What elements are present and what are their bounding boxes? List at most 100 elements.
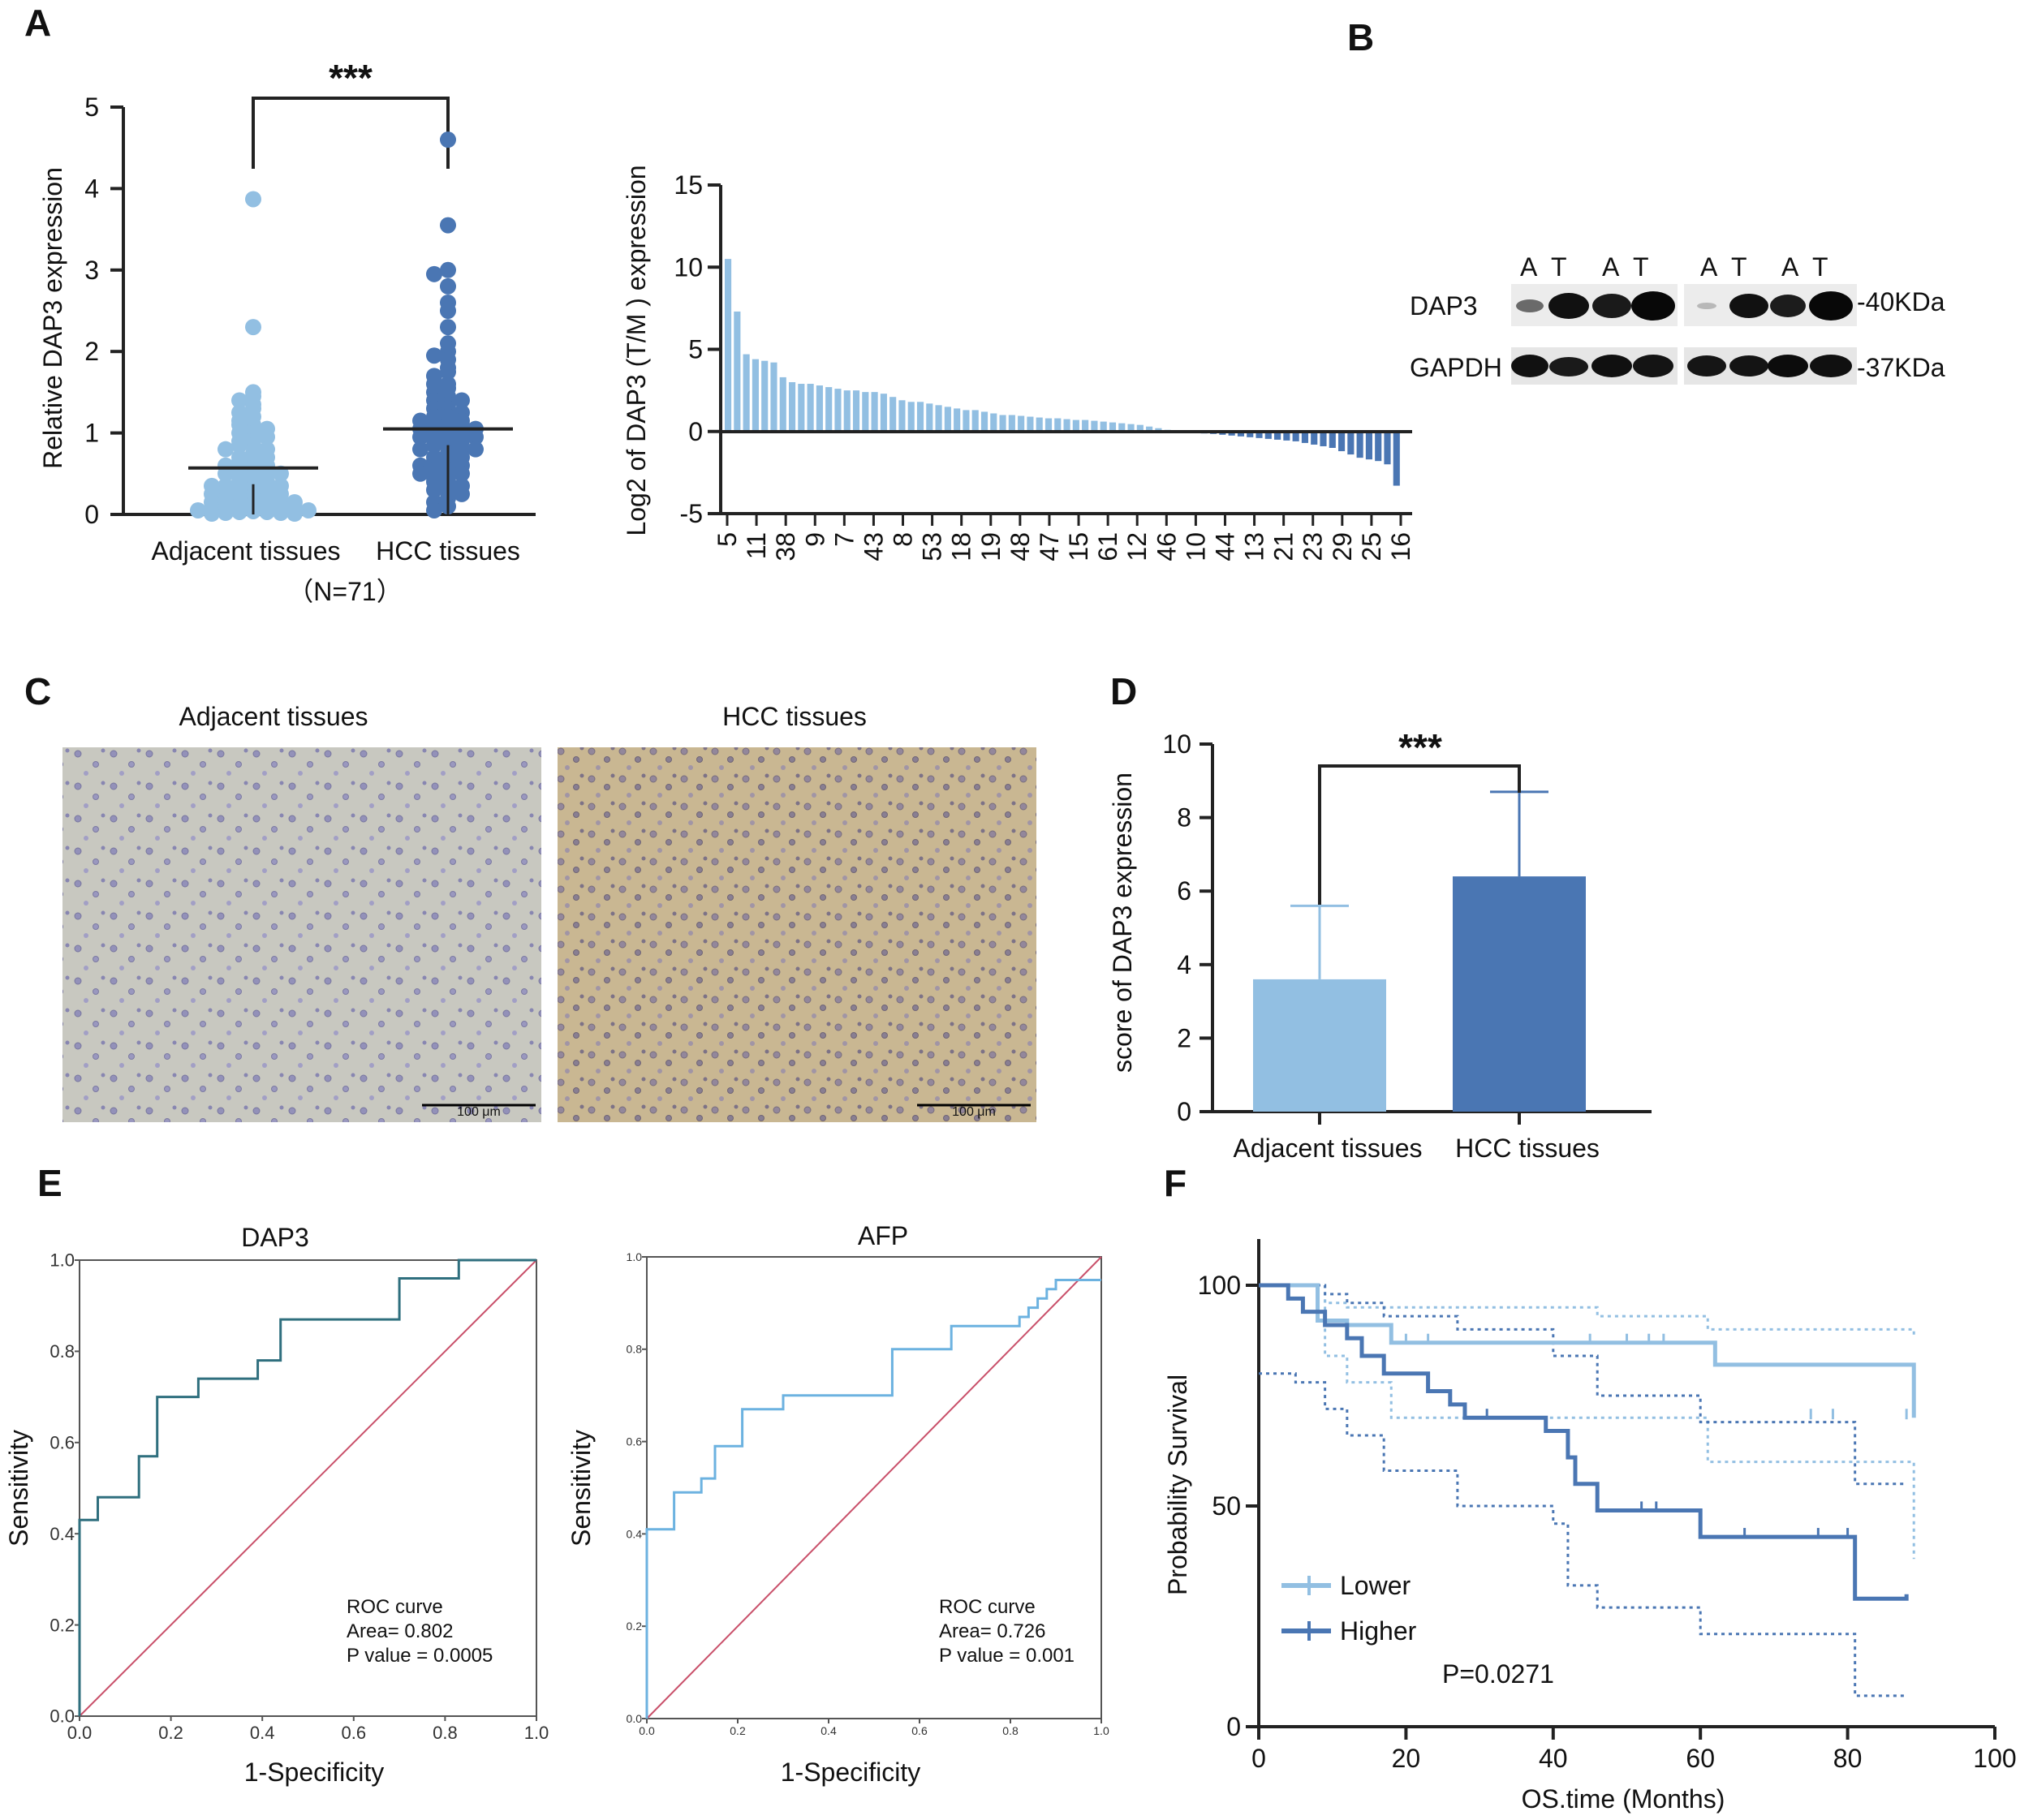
x-tick-label: 53 — [918, 532, 947, 561]
data-point — [440, 131, 456, 148]
waterfall-bar — [1082, 420, 1089, 432]
bar-category-hcc: HCC tissues — [1455, 1134, 1600, 1163]
x-tick-label: 15 — [1064, 532, 1093, 561]
data-point — [259, 503, 275, 520]
x-tick-label: 25 — [1357, 532, 1386, 561]
x-tick-label: 23 — [1299, 532, 1328, 561]
y-tick-label: 0.0 — [627, 1712, 643, 1725]
waterfall-bar — [1274, 431, 1281, 440]
y-tick-label: 0.8 — [627, 1343, 643, 1356]
waterfall-bar — [1146, 426, 1153, 432]
x-tick-label: 0.4 — [820, 1724, 837, 1737]
x-tick-label: 18 — [947, 532, 976, 561]
y-tick-label: 50 — [1212, 1491, 1241, 1521]
scatter-n-label: （N=71） — [287, 577, 402, 606]
ihc-images: Adjacent tissues HCC tissues 100 μm 100 … — [62, 702, 1036, 1122]
blot-lane-label: T — [1551, 252, 1567, 282]
data-point — [204, 505, 220, 522]
data-point — [412, 428, 429, 445]
y-tick-label: 0 — [1226, 1712, 1241, 1741]
waterfall-bar — [1247, 431, 1254, 437]
scatter-category-hcc: HCC tissues — [376, 536, 520, 566]
waterfall-bar — [1384, 431, 1391, 465]
x-tick-label: 0.8 — [1002, 1724, 1019, 1737]
blot-size-37kda: -37KDa — [1857, 353, 1945, 382]
roc-y-label-dap3: Sensitivity — [4, 1430, 33, 1547]
waterfall-bar — [1283, 431, 1290, 441]
x-tick-label: 0.0 — [639, 1724, 655, 1737]
km-curve — [1259, 1283, 1909, 1601]
waterfall-bar — [1356, 431, 1363, 458]
y-tick-label: 5 — [84, 93, 99, 122]
x-tick-label: 0.2 — [730, 1724, 746, 1737]
blot-band — [1631, 291, 1675, 321]
panel-label-b: B — [1347, 16, 1374, 58]
km-ci-upper — [1259, 1284, 1907, 1486]
blot-band — [1516, 299, 1544, 312]
waterfall-bar — [1063, 419, 1070, 432]
waterfall-bar — [990, 413, 997, 432]
blot-band — [1549, 357, 1588, 376]
waterfall-bar — [1228, 431, 1235, 436]
scatter-category-adjacent: Adjacent tissues — [151, 536, 340, 566]
roc-annotation-line: P value = 0.001 — [939, 1645, 1075, 1667]
roc-annotation-line: Area= 0.726 — [939, 1620, 1045, 1642]
data-point — [286, 505, 303, 522]
waterfall-bar — [1347, 431, 1355, 455]
roc-diagonal — [79, 1259, 537, 1717]
waterfall-bar — [1292, 431, 1299, 441]
waterfall-bar — [926, 403, 933, 432]
scatter-y-label: Relative DAP3 expression — [38, 167, 67, 469]
y-tick-label: 0.0 — [50, 1706, 75, 1727]
scale-label: 100 μm — [457, 1105, 501, 1119]
waterfall-bar — [1155, 428, 1162, 432]
roc-annotation-line: ROC curve — [939, 1596, 1036, 1618]
blot-band — [1511, 355, 1548, 377]
roc-curve-afp — [645, 1279, 1101, 1719]
y-tick-label: 2 — [84, 337, 99, 366]
roc-title-dap3: DAP3 — [241, 1223, 309, 1252]
waterfall-bar — [1027, 416, 1034, 432]
blot-band — [1548, 293, 1589, 319]
waterfall-bar — [1256, 431, 1263, 438]
waterfall-bar — [834, 389, 842, 432]
y-tick-label: 3 — [84, 256, 99, 285]
roc-chart-dap3: DAP3 0.00.0 0.2 0.2 0.4 0.4 0.6 0.6 0.8 0.8 1.0 1.… — [4, 1223, 549, 1787]
blot-band — [1770, 295, 1806, 317]
y-tick-label: 10 — [674, 252, 703, 282]
blot-lane-label: A — [1602, 252, 1620, 282]
waterfall-bar — [852, 390, 860, 432]
x-tick-label: 1.0 — [1093, 1724, 1109, 1737]
data-point — [259, 428, 275, 445]
waterfall-bar — [1044, 418, 1053, 432]
waterfall-bar — [1264, 431, 1272, 439]
blot-lane-label: T — [1812, 252, 1828, 282]
y-tick-label: 0 — [84, 500, 99, 529]
y-tick-label: 15 — [674, 170, 703, 200]
data-point — [440, 217, 456, 234]
waterfall-bar — [752, 359, 759, 432]
data-point — [412, 441, 429, 458]
bar-y-label: score of DAP3 expression — [1108, 772, 1137, 1073]
data-point — [440, 319, 456, 336]
y-tick-label: 0.6 — [50, 1433, 75, 1453]
waterfall-y-label: Log2 of DAP3 (T/M ) expression — [622, 165, 651, 536]
waterfall-bar — [1329, 431, 1336, 448]
waterfall-bar — [999, 415, 1006, 432]
ihc-title-adjacent: Adjacent tissues — [179, 702, 368, 731]
waterfall-bar — [944, 407, 951, 432]
waterfall-bar — [1311, 431, 1318, 445]
x-tick-label: 1.0 — [524, 1723, 549, 1743]
data-point — [218, 441, 234, 458]
x-tick-label: 60 — [1686, 1744, 1715, 1773]
blot-size-40kda: -40KDa — [1857, 287, 1945, 316]
blot-lane-label: A — [1520, 252, 1538, 282]
km-x-label: OS.time (Months) — [1522, 1784, 1725, 1814]
waterfall-bar — [1018, 415, 1025, 432]
km-ci-upper — [1259, 1284, 1915, 1339]
waterfall-bar — [1237, 431, 1245, 437]
roc-annotation-line: P value = 0.0005 — [347, 1645, 493, 1667]
x-tick-label: 48 — [1006, 532, 1035, 561]
waterfall-bar — [963, 410, 970, 432]
